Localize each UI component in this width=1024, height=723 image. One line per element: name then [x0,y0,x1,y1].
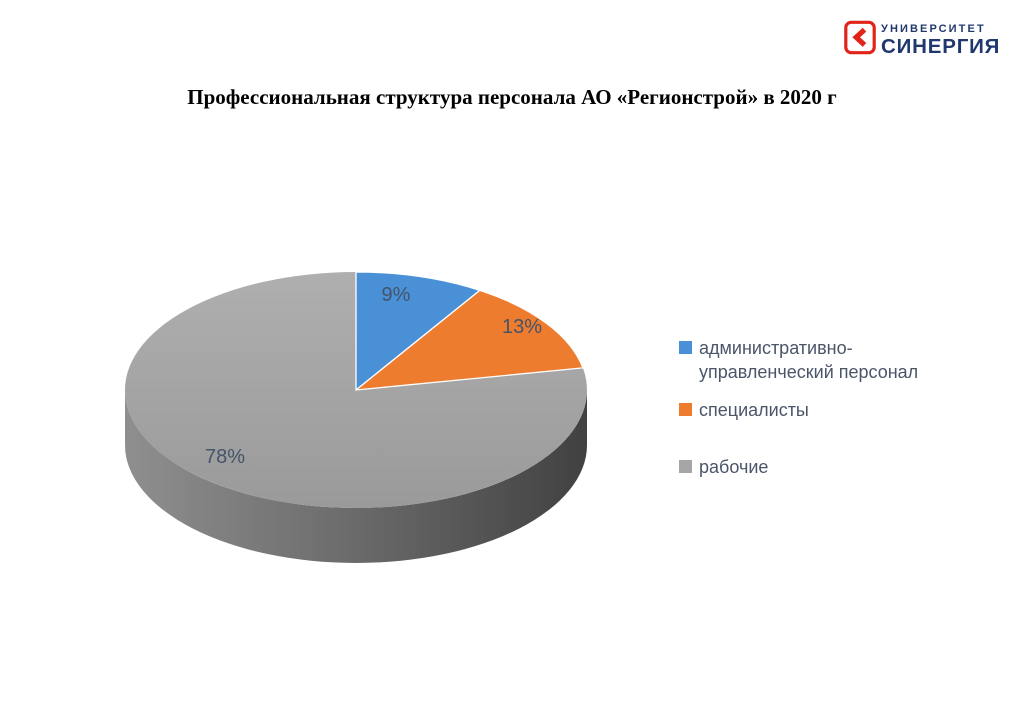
legend-swatch-workers-icon [679,460,692,473]
logo-text: УНИВЕРСИТЕТ СИНЕРГИЯ [881,20,1000,57]
logo-line-synergy: СИНЕРГИЯ [881,35,1001,58]
legend-label-workers: рабочие [699,457,769,477]
logo-line-university: УНИВЕРСИТЕТ [881,23,986,35]
data-label-specialists: 13% [502,316,542,338]
data-label-workers: 78% [205,446,245,468]
legend-label-admin: административно-управленческий персонал [699,338,919,382]
chart-title: Профессиональная структура персонала АО … [187,85,837,109]
legend-label-specialists: специалисты [699,400,809,420]
pie-slice-specialists [355,289,584,391]
legend-item-workers: рабочие [679,455,959,479]
data-label-admin: 9% [382,284,411,306]
pie-slice-admin [355,271,481,391]
university-synergy-logo: УНИВЕРСИТЕТ СИНЕРГИЯ [844,20,1000,57]
pie-side-skirt [125,390,587,563]
legend-item-admin: административно-управленческий персонал [679,336,959,384]
legend-swatch-admin-icon [679,341,692,354]
legend-swatch-specialists-icon [679,403,692,416]
left-chevron-in-rounded-square-icon [844,20,876,55]
legend-item-specialists: специалисты [679,398,959,422]
